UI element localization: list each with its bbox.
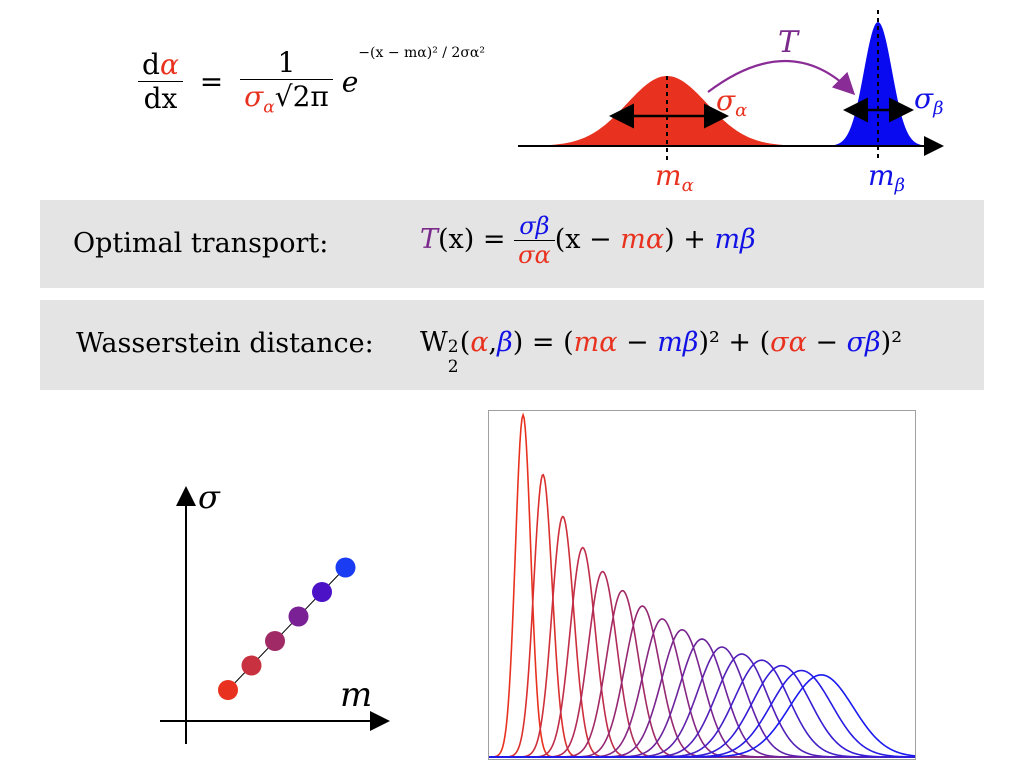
density-e: e [341, 65, 359, 99]
parameter-space-diagram: σ m [160, 478, 390, 744]
w-sigma-alpha: σα [770, 327, 807, 358]
optimal-transport-formula: T(x) = σβ σα (x − mα) + mβ [420, 212, 756, 269]
w-comma: , [488, 327, 498, 358]
density-equals: = [199, 65, 224, 99]
gaussian-curve-2 [489, 515, 915, 758]
optimal-transport-label: Optimal transport: [73, 228, 329, 259]
optimal-transport-band: Optimal transport: T(x) = σβ σα (x − mα)… [40, 200, 984, 288]
w-minus1: − [617, 327, 658, 358]
ot-den: σα [514, 240, 555, 269]
rhs-sigma-sub: α [263, 97, 275, 118]
w-sub: 2 [447, 357, 459, 377]
parameter-point-0 [218, 680, 238, 700]
parameter-point-1 [241, 655, 262, 676]
parameter-points [218, 557, 356, 700]
ot-open: (x − [554, 224, 612, 255]
ot-num: σβ [519, 212, 550, 240]
lhs-d: d [142, 48, 160, 82]
w-open: ( [459, 327, 471, 358]
m-alpha-label: mα [655, 159, 694, 196]
transport-diagram: T σα σβ mα mβ [518, 10, 944, 196]
gaussian-curve-15 [489, 674, 916, 758]
w-beta: β [497, 327, 513, 358]
w-sq2: )² [880, 327, 903, 358]
m-beta-label: mβ [868, 159, 905, 196]
density-rhs-fraction: 1 σα√2π [240, 46, 333, 118]
ot-m-beta: mβ [714, 224, 756, 255]
w-sup: 2 [447, 337, 459, 357]
gaussian-family-plot [488, 410, 916, 760]
w-alpha: α [470, 327, 489, 358]
w-minus2: − [806, 327, 847, 358]
sigma-axis-label: σ [198, 478, 221, 516]
w-m-alpha: mα [573, 327, 618, 358]
wasserstein-band: Wasserstein distance: W 2 2 (α,β) = (mα − m… [40, 300, 984, 390]
wasserstein-formula: W 2 2 (α,β) = (mα − mβ)² + (σα − σβ)² [420, 327, 903, 377]
density-lhs-fraction: dα dx [138, 48, 183, 115]
transport-label: T [778, 25, 800, 60]
alpha-gaussian [540, 76, 800, 146]
ot-arg: (x) = [438, 224, 506, 255]
w-m-beta: mβ [657, 327, 699, 358]
gaussian-curves [488, 412, 916, 758]
density-formula: dα dx = 1 σα√2π e−(x − mα)² / 2σα² [138, 44, 485, 146]
parameter-point-5 [335, 557, 356, 578]
w-sq1: )² + ( [698, 327, 771, 358]
gaussian-curve-1 [489, 473, 915, 758]
lhs-alpha: α [159, 48, 179, 82]
m-axis-label: m [340, 675, 372, 715]
w-close-eq: ) = ( [512, 327, 574, 358]
rhs-sqrt: √2π [274, 80, 329, 113]
gaussian-curve-8 [489, 629, 915, 758]
rhs-sigma: σ [244, 80, 264, 113]
sigma-beta-label: σβ [914, 82, 944, 119]
gaussian-curve-5 [489, 589, 915, 758]
gaussian-curve-9 [489, 638, 915, 758]
parameter-point-2 [265, 631, 285, 651]
transport-arrow [707, 59, 856, 96]
ot-close: ) + [664, 224, 706, 255]
sigma-alpha-label: σα [716, 84, 747, 121]
ot-fraction: σβ σα [514, 212, 555, 269]
ot-T: T [420, 224, 439, 255]
w-symbol: W [420, 327, 448, 358]
wasserstein-label: Wasserstein distance: [76, 328, 374, 359]
ot-m-alpha: mα [620, 224, 665, 255]
parameter-point-3 [288, 606, 309, 627]
density-exponent: −(x − mα)² / 2σα² [358, 44, 485, 61]
rhs-one: 1 [277, 46, 296, 79]
lhs-dx: dx [143, 82, 178, 116]
w-sigma-beta: σβ [846, 327, 881, 358]
parameter-point-4 [312, 582, 332, 602]
